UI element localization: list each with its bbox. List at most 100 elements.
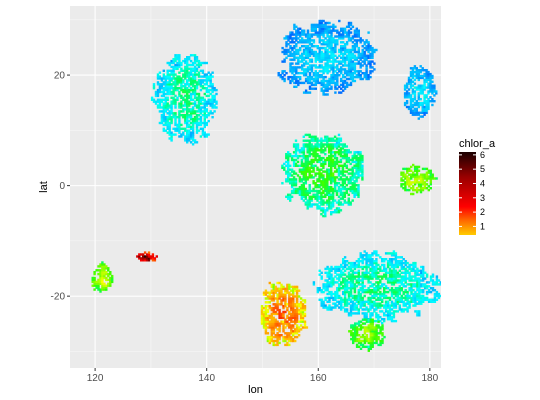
chl-pixel <box>333 154 337 158</box>
chl-pixel <box>203 100 206 103</box>
chl-pixel <box>322 201 325 204</box>
chl-pixel <box>322 185 325 189</box>
chl-pixel <box>357 31 360 34</box>
chl-pixel <box>334 60 337 63</box>
chl-pixel <box>328 54 331 57</box>
chl-pixel <box>379 298 382 301</box>
chl-pixel <box>371 304 374 307</box>
chl-pixel <box>320 83 323 87</box>
chl-pixel <box>334 75 337 79</box>
chl-pixel <box>375 285 378 288</box>
chl-pixel <box>341 191 345 195</box>
chl-pixel <box>359 75 362 79</box>
chl-pixel <box>320 31 323 34</box>
chl-pixel <box>296 145 300 148</box>
chl-pixel <box>203 133 206 136</box>
chl-pixel <box>270 285 273 289</box>
chl-pixel <box>396 287 399 290</box>
chl-pixel <box>418 292 421 296</box>
chl-pixel <box>345 166 348 169</box>
chl-pixel <box>386 316 390 319</box>
chl-pixel <box>101 269 104 272</box>
chl-pixel <box>357 39 360 42</box>
chl-pixel <box>371 318 374 321</box>
chl-pixel <box>278 310 281 314</box>
chl-pixel <box>355 330 359 333</box>
chl-pixel <box>318 195 321 198</box>
chl-pixel <box>373 332 376 335</box>
chl-pixel <box>299 77 302 81</box>
chl-pixel <box>294 335 297 339</box>
chl-pixel <box>215 88 218 92</box>
chl-pixel <box>398 287 401 290</box>
chl-pixel <box>337 137 341 140</box>
chl-pixel <box>328 31 331 34</box>
chl-pixel <box>349 185 352 189</box>
chl-pixel <box>281 166 284 169</box>
chl-pixel <box>274 322 277 325</box>
chl-pixel <box>361 258 364 261</box>
chl-pixel <box>345 308 349 311</box>
chl-pixel <box>365 254 368 257</box>
chl-pixel <box>407 92 411 95</box>
chl-pixel <box>357 52 360 56</box>
chl-pixel <box>415 74 418 78</box>
chl-pixel <box>427 177 430 180</box>
chl-pixel <box>367 43 370 46</box>
chl-pixel <box>272 293 275 296</box>
chl-pixel <box>341 184 345 187</box>
chl-pixel <box>324 180 327 183</box>
chl-pixel <box>193 73 197 76</box>
chl-pixel <box>392 292 396 296</box>
chl-pixel <box>286 308 289 312</box>
chl-pixel <box>394 277 398 280</box>
chl-pixel <box>308 35 312 38</box>
chl-pixel <box>197 71 201 74</box>
chl-pixel <box>334 39 337 42</box>
chl-pixel <box>328 70 331 73</box>
chl-pixel <box>342 83 345 87</box>
chl-pixel <box>353 35 357 38</box>
chl-pixel <box>328 298 331 301</box>
chl-pixel <box>276 301 279 304</box>
chl-pixel <box>320 193 323 196</box>
chl-pixel <box>357 29 360 32</box>
chl-pixel <box>101 261 104 264</box>
chl-pixel <box>297 56 300 59</box>
chl-pixel <box>162 90 165 94</box>
chl-pixel <box>347 298 351 301</box>
chl-pixel <box>172 75 175 78</box>
chl-pixel <box>342 285 345 288</box>
chl-pixel <box>331 205 335 208</box>
chl-pixel <box>414 271 417 274</box>
chl-pixel <box>324 271 327 274</box>
chl-pixel <box>347 265 351 269</box>
chl-pixel <box>373 290 376 294</box>
chl-pixel <box>347 77 351 81</box>
chl-pixel <box>330 137 333 140</box>
chl-pixel <box>295 308 299 312</box>
chl-pixel <box>290 293 293 296</box>
chl-pixel <box>268 281 271 285</box>
chl-pixel <box>292 305 295 308</box>
chl-pixel <box>347 48 351 52</box>
chl-pixel <box>209 79 212 82</box>
chl-pixel <box>355 41 358 44</box>
chl-pixel <box>324 48 327 52</box>
chl-pixel <box>287 180 290 183</box>
chl-pixel <box>191 133 195 136</box>
chl-pixel <box>353 182 356 185</box>
chl-pixel <box>304 77 308 81</box>
chl-pixel <box>97 280 100 284</box>
chl-pixel <box>264 318 268 321</box>
chl-pixel <box>404 302 407 305</box>
chl-pixel <box>289 153 292 156</box>
chl-pixel <box>331 178 335 181</box>
chl-pixel <box>105 284 108 287</box>
chl-pixel <box>390 273 394 276</box>
chl-pixel <box>342 277 345 280</box>
chl-pixel <box>297 62 300 65</box>
chl-pixel <box>287 170 290 173</box>
chl-pixel <box>402 171 405 174</box>
chl-pixel <box>377 337 380 341</box>
